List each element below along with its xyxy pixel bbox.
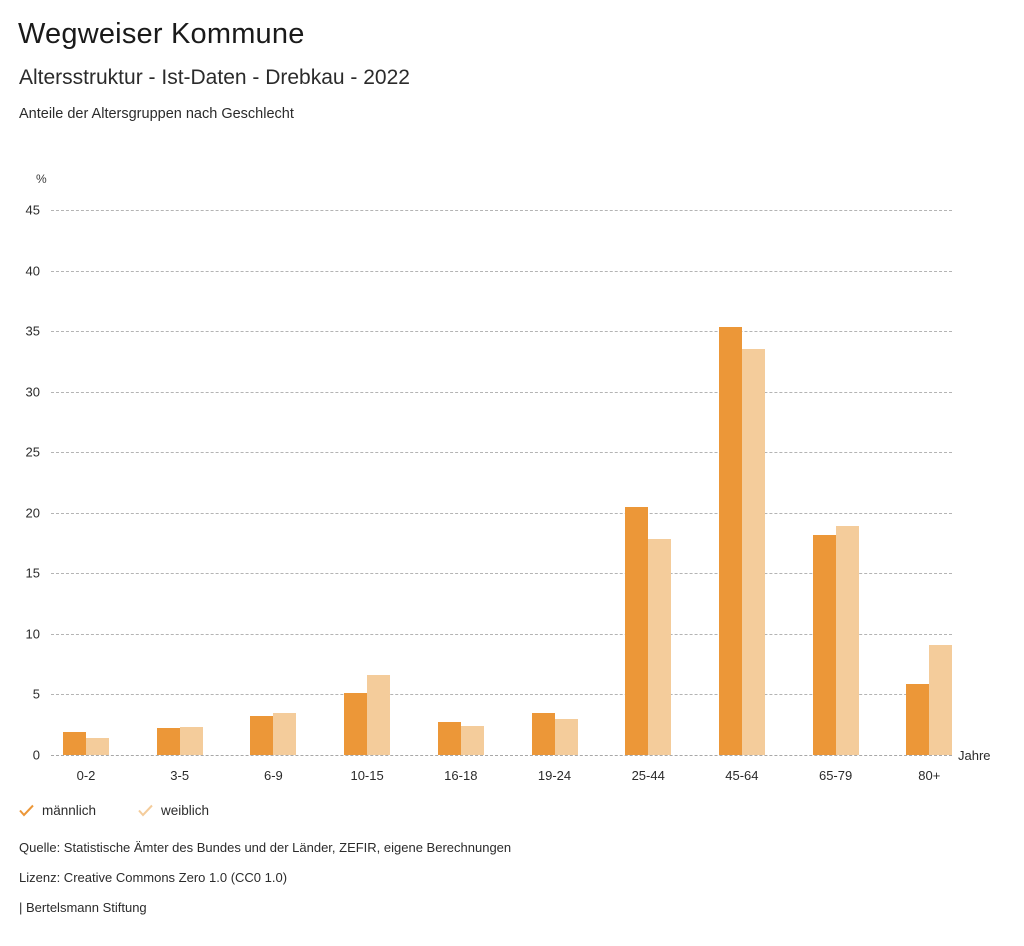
- gridline: [51, 694, 952, 696]
- y-axis-unit-label: %: [36, 172, 47, 186]
- legend-label: männlich: [42, 803, 97, 818]
- x-axis-tick-label: 6-9: [263, 768, 283, 783]
- y-axis-tick-label: 20: [25, 505, 40, 521]
- footer-line: | Bertelsmann Stiftung: [19, 900, 147, 915]
- gridline: [51, 633, 952, 635]
- bar-weiblich-3-5[interactable]: [179, 727, 203, 755]
- bar-chart: % 0 5 10 15 20 25 30 35 40 45 0-2 3-5 6-9 10-15 16-18…: [25, 172, 991, 783]
- legend-item-männlich[interactable]: männlich: [19, 803, 96, 818]
- bar-weiblich-25-44[interactable]: [648, 539, 672, 755]
- gridline: [51, 573, 952, 575]
- page-subtitle: Altersstruktur - Ist-Daten - Drebkau - 2…: [19, 66, 410, 89]
- x-axis-tick-label: 0-2: [76, 768, 96, 783]
- legend-label: weiblich: [161, 803, 210, 818]
- y-axis-tick-label: 10: [25, 626, 40, 642]
- bar-männlich-16-18[interactable]: [437, 722, 461, 755]
- bar-weiblich-16-18[interactable]: [460, 725, 484, 755]
- y-axis-tick-label: 15: [25, 565, 40, 581]
- bar-männlich-3-5[interactable]: [156, 728, 180, 755]
- bar-männlich-19-24[interactable]: [531, 712, 555, 755]
- y-axis-tick-label: 30: [25, 384, 40, 400]
- bar-männlich-25-44[interactable]: [625, 506, 649, 755]
- x-axis-tick-label: 45-64: [725, 768, 759, 783]
- bar-weiblich-65-79[interactable]: [835, 526, 859, 755]
- y-axis-tick-label: 35: [25, 323, 40, 339]
- gridline: [51, 331, 952, 333]
- x-axis-tick-label: 10-15: [350, 768, 384, 783]
- x-axis-tick-label: 3-5: [170, 768, 190, 783]
- x-axis-tick-label: 16-18: [444, 768, 478, 783]
- check-icon: [138, 804, 153, 817]
- page-subsubtitle: Anteile der Altersgruppen nach Geschlech…: [19, 106, 294, 122]
- gridline: [51, 210, 952, 211]
- bar-weiblich-10-15[interactable]: [367, 675, 391, 755]
- check-icon: [19, 804, 34, 817]
- y-axis-tick-label: 5: [32, 686, 40, 702]
- bar-männlich-80+[interactable]: [906, 683, 930, 755]
- bar-männlich-45-64[interactable]: [718, 327, 742, 755]
- bar-weiblich-6-9[interactable]: [273, 712, 297, 755]
- gridline: [51, 452, 952, 454]
- x-axis-tick-label: 80+: [918, 768, 941, 783]
- chart-legend: männlich weiblich: [19, 803, 251, 818]
- chart-footer: Quelle: Statistische Ämter des Bundes un…: [19, 840, 979, 930]
- bars-layer: [63, 327, 953, 755]
- footer-line: Lizenz: Creative Commons Zero 1.0 (CC0 1…: [19, 870, 288, 885]
- x-axis-tick-label: 65-79: [818, 768, 853, 783]
- bar-weiblich-19-24[interactable]: [554, 718, 578, 755]
- footer-line: Quelle: Statistische Ämter des Bundes un…: [19, 840, 512, 855]
- y-axis-tick-label: 40: [25, 263, 40, 279]
- axis-baseline: [51, 755, 952, 756]
- bar-weiblich-80+[interactable]: [929, 644, 953, 755]
- gridline: [51, 512, 952, 514]
- bar-männlich-0-2[interactable]: [63, 732, 86, 755]
- bar-männlich-65-79[interactable]: [812, 534, 836, 755]
- gridline: [51, 391, 952, 393]
- bar-männlich-10-15[interactable]: [344, 693, 368, 755]
- bar-männlich-6-9[interactable]: [250, 716, 274, 755]
- y-axis-tick-label: 25: [25, 444, 40, 460]
- page-title: Wegweiser Kommune: [18, 18, 305, 50]
- gridline: [51, 270, 952, 272]
- y-axis-tick-label: 0: [32, 747, 40, 763]
- legend-item-weiblich[interactable]: weiblich: [138, 803, 209, 818]
- x-axis-tick-label: 25-44: [631, 768, 665, 783]
- y-axis-tick-label: 45: [25, 202, 40, 218]
- x-axis-unit-label: Jahre: [958, 748, 991, 763]
- x-axis-tick-label: 19-24: [537, 768, 572, 783]
- bar-weiblich-0-2[interactable]: [86, 738, 109, 755]
- bar-weiblich-45-64[interactable]: [741, 349, 765, 755]
